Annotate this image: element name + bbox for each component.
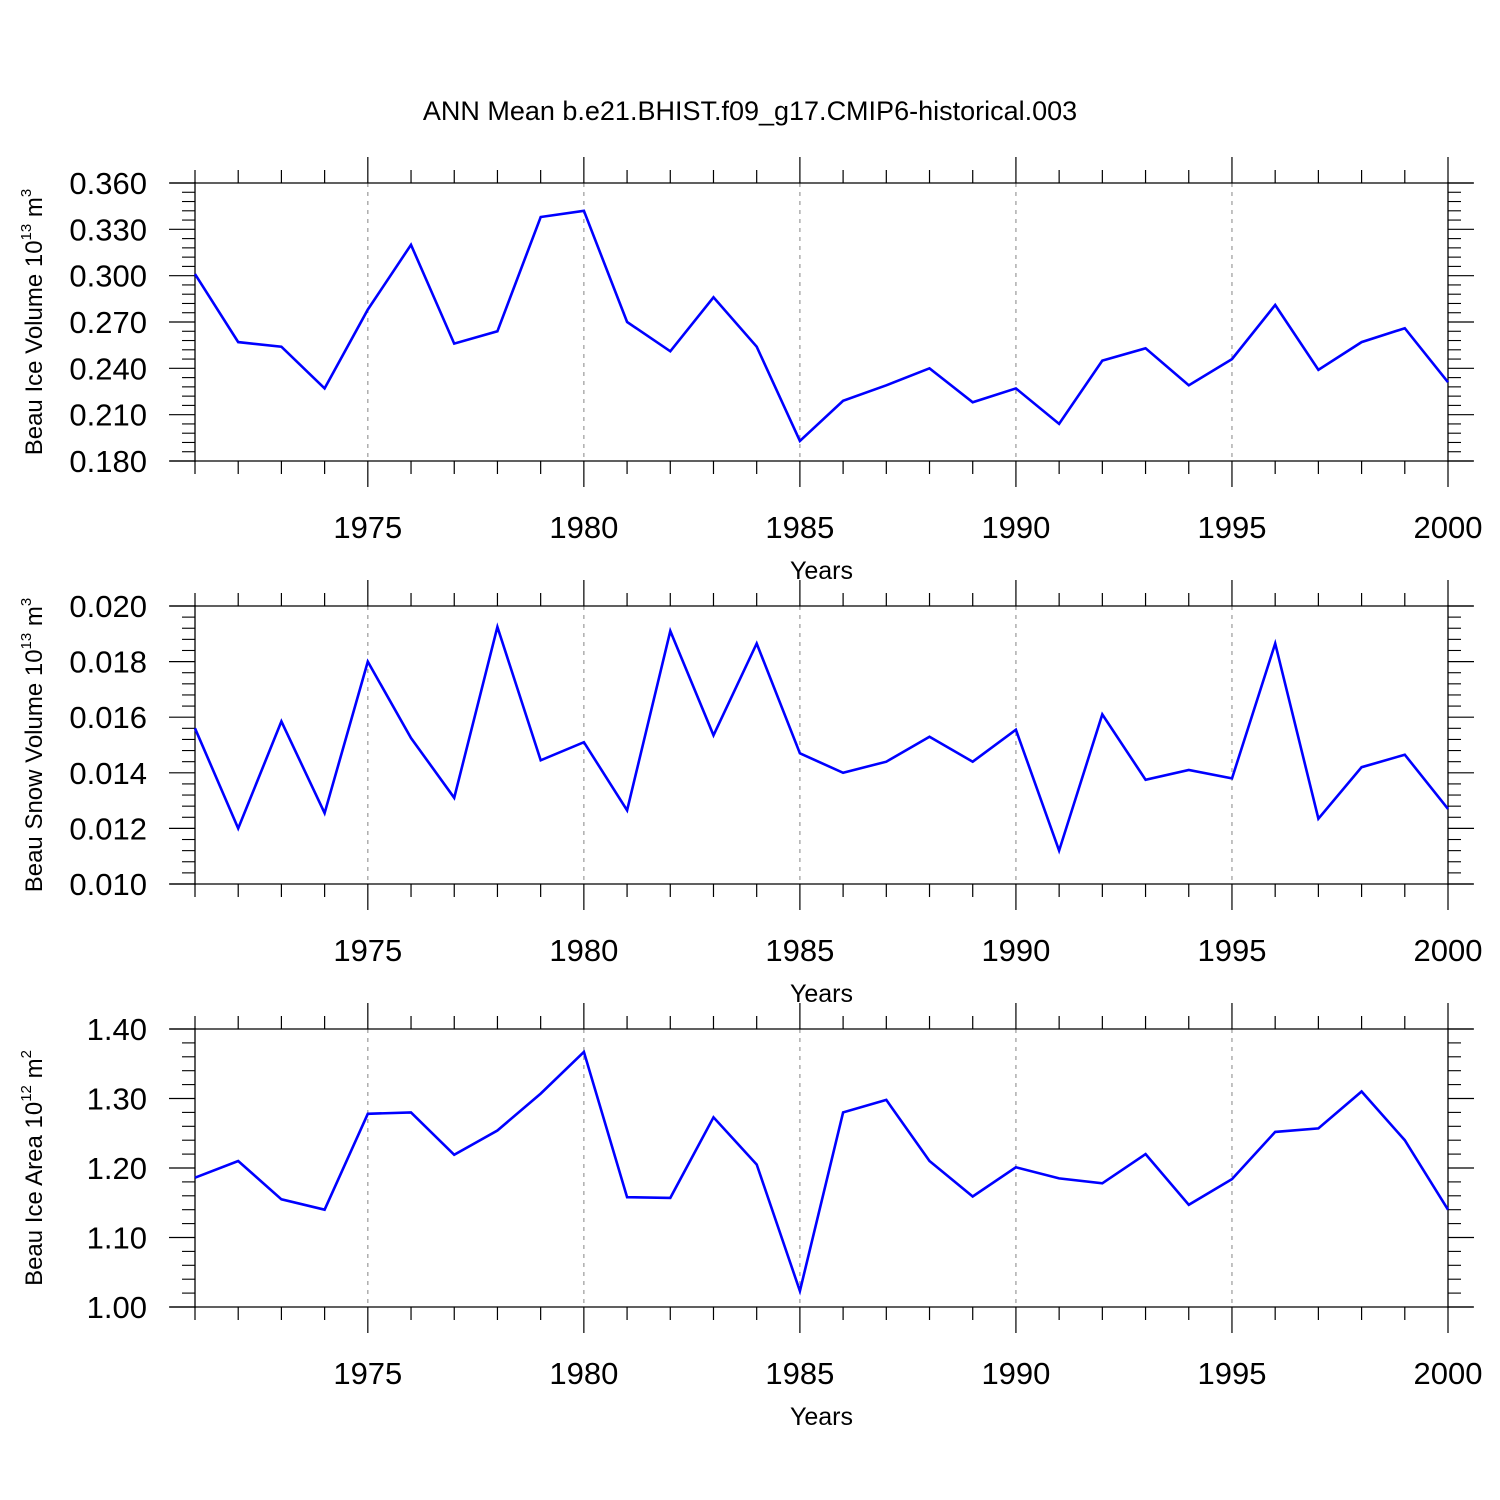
y-tick-label: 1.20 bbox=[87, 1151, 147, 1186]
x-tick-label: 1975 bbox=[333, 510, 402, 545]
x-tick-label: 1980 bbox=[549, 1356, 618, 1391]
y-axis-label-exponent: 13 bbox=[18, 633, 35, 650]
y-axis-label-unit: m bbox=[21, 1058, 48, 1085]
y-tick-label: 1.10 bbox=[87, 1221, 147, 1256]
y-tick-label: 0.210 bbox=[69, 398, 147, 433]
x-tick-label: 1985 bbox=[765, 510, 834, 545]
y-tick-label: 0.012 bbox=[69, 811, 147, 846]
x-tick-label: 1985 bbox=[765, 1356, 834, 1391]
x-tick-label: 1990 bbox=[981, 933, 1050, 968]
series-line bbox=[193, 622, 1450, 855]
y-tick-label: 0.010 bbox=[69, 867, 147, 902]
y-tick-label: 0.300 bbox=[69, 259, 147, 294]
x-tick-label: 1980 bbox=[549, 933, 618, 968]
x-tick-label: 1995 bbox=[1197, 1356, 1266, 1391]
y-tick-label: 1.40 bbox=[87, 1012, 147, 1047]
figure-title: ANN Mean b.e21.BHIST.f09_g17.CMIP6-histo… bbox=[423, 96, 1077, 126]
x-tick-label: 1980 bbox=[549, 510, 618, 545]
x-tick-label: 2000 bbox=[1414, 1356, 1483, 1391]
y-tick-label: 1.00 bbox=[87, 1290, 147, 1325]
x-tick-label: 1975 bbox=[333, 1356, 402, 1391]
y-axis-label-unit: m bbox=[21, 606, 48, 633]
y-tick-label: 0.018 bbox=[69, 645, 147, 680]
chart-panel-1: 0.180 0.210 0.240 0.270 0.300 0.330 0.360 1975 1… bbox=[18, 157, 1482, 585]
x-tick-label: 1985 bbox=[765, 933, 834, 968]
y-axis-label: Beau Ice Area 1012 m2 bbox=[18, 1050, 48, 1286]
x-tick-label: 1990 bbox=[981, 1356, 1050, 1391]
y-axis-label-unit-exponent: 2 bbox=[18, 1050, 35, 1058]
x-tick-label: 1995 bbox=[1197, 510, 1266, 545]
y-tick-label: 0.240 bbox=[69, 351, 147, 386]
y-tick-label: 0.020 bbox=[69, 589, 147, 624]
y-axis-label-unit-exponent: 3 bbox=[18, 189, 35, 197]
x-tick-label: 2000 bbox=[1414, 933, 1483, 968]
y-tick-label: 0.330 bbox=[69, 212, 147, 247]
chart-panel-3: 1.00 1.10 1.20 1.30 1.40 1975 1980 1985 1990 1995… bbox=[18, 1003, 1482, 1431]
y-axis-label-text: Beau Ice Volume 10 bbox=[21, 240, 48, 455]
x-tick-label: 1995 bbox=[1197, 933, 1266, 968]
series-line bbox=[194, 1049, 1450, 1296]
x-axis-label: Years bbox=[790, 1403, 853, 1431]
y-tick-label: 1.30 bbox=[87, 1082, 147, 1117]
y-axis-label-text: Beau Snow Volume 10 bbox=[21, 649, 48, 892]
y-tick-label: 0.360 bbox=[69, 166, 147, 201]
y-axis-label-text: Beau Ice Area 10 bbox=[21, 1102, 48, 1286]
y-axis-label-exponent: 12 bbox=[18, 1085, 35, 1102]
y-axis-label-unit: m bbox=[21, 197, 48, 224]
y-axis-label-exponent: 13 bbox=[18, 224, 35, 241]
series-line bbox=[193, 209, 1450, 444]
y-tick-label: 0.180 bbox=[69, 444, 147, 479]
y-axis-label: Beau Snow Volume 1013 m3 bbox=[18, 598, 48, 893]
y-axis-label: Beau Ice Volume 1013 m3 bbox=[18, 189, 48, 456]
y-axis-label-unit-exponent: 3 bbox=[18, 598, 35, 606]
chart-panel-2: 0.010 0.012 0.014 0.016 0.018 0.020 1975 1980 19… bbox=[18, 580, 1482, 1008]
x-tick-label: 1990 bbox=[981, 510, 1050, 545]
y-tick-label: 0.016 bbox=[69, 700, 147, 735]
x-tick-label: 1975 bbox=[333, 933, 402, 968]
y-tick-label: 0.014 bbox=[69, 756, 147, 791]
x-tick-label: 2000 bbox=[1414, 510, 1483, 545]
y-tick-label: 0.270 bbox=[69, 305, 147, 340]
